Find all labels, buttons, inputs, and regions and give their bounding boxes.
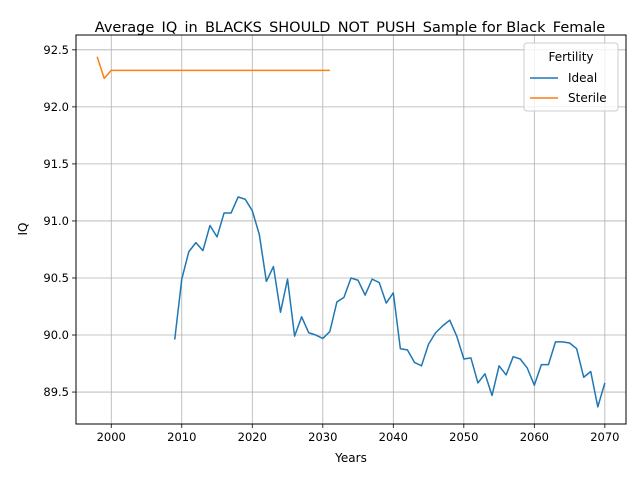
legend-box — [523, 42, 619, 112]
series-line-sterile — [96, 56, 330, 80]
y-tick-label: 92.5 — [43, 43, 69, 57]
x-axis-label: Years — [334, 451, 367, 465]
legend-title: Fertility — [548, 50, 593, 64]
x-axis-ticks: 2000 2010 2020 2030 2040 2050 2060 2070 — [97, 424, 619, 444]
series-line-ideal — [173, 196, 606, 408]
series-lines — [96, 56, 606, 408]
y-tick-label: 91.5 — [43, 157, 69, 171]
chart-title: Average_IQ_in_BLACKS_SHOULD_NOT_PUSH_Sam… — [95, 20, 606, 36]
plot-frame — [75, 34, 627, 425]
x-tick-label: 2000 — [97, 430, 126, 444]
x-tick-label: 2010 — [167, 430, 196, 444]
y-tick-label: 90.5 — [43, 271, 69, 285]
y-tick-label: 90.0 — [43, 328, 69, 342]
y-axis-label: IQ — [16, 223, 30, 236]
y-tick-label: 89.5 — [43, 385, 69, 399]
legend: Fertility Ideal Sterile — [523, 42, 619, 112]
legend-label-sterile: Sterile — [568, 91, 607, 105]
x-tick-label: 2040 — [379, 430, 408, 444]
x-tick-label: 2020 — [238, 430, 267, 444]
x-tick-label: 2070 — [590, 430, 619, 444]
x-tick-label: 2050 — [449, 430, 478, 444]
x-tick-label: 2030 — [308, 430, 337, 444]
legend-label-ideal: Ideal — [568, 71, 597, 85]
y-tick-label: 91.0 — [43, 214, 69, 228]
y-tick-label: 92.0 — [43, 100, 69, 114]
y-axis-ticks: 89.5 90.0 90.5 91.0 91.5 92.0 92.5 — [43, 43, 76, 399]
x-tick-label: 2060 — [520, 430, 549, 444]
